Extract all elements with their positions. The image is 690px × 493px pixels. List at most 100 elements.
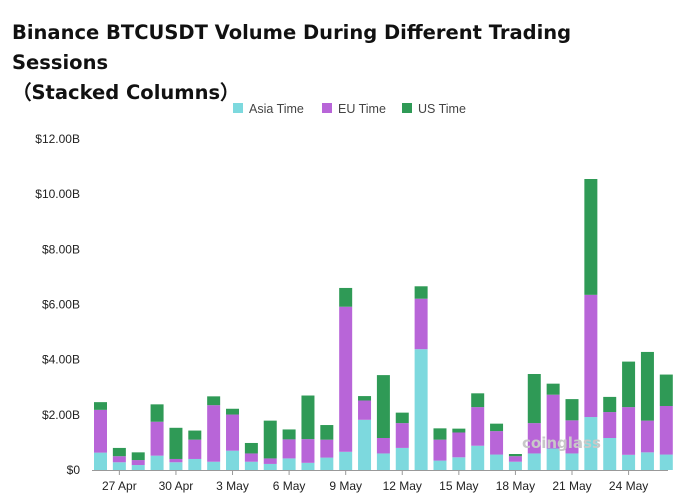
- bar-segment-eu: [508, 456, 522, 462]
- y-tick-label: $4.00B: [42, 353, 80, 367]
- y-tick-label: $12.00B: [35, 132, 80, 146]
- bar-segment-eu: [452, 432, 466, 458]
- x-tick-label: 9 May: [329, 479, 362, 493]
- bar-segment-eu: [527, 423, 541, 454]
- bar-segment-asia: [150, 455, 164, 470]
- bar-segment-eu: [395, 423, 409, 448]
- bar-segment-us: [622, 361, 636, 408]
- bar-segment-us: [508, 454, 522, 457]
- bar-segment-eu: [94, 409, 107, 453]
- bar-segment-asia: [188, 458, 202, 470]
- bar-segment-us: [659, 374, 673, 406]
- bar-segment-asia: [112, 462, 126, 470]
- bar-segment-eu: [603, 412, 617, 438]
- bar-segment-asia: [471, 445, 485, 470]
- bar-segment-eu: [131, 460, 145, 466]
- watermark-text: coinglass: [522, 434, 601, 452]
- bar-segment-asia: [433, 460, 447, 470]
- x-tick-label: 15 May: [439, 479, 478, 493]
- bar-segment-asia: [320, 457, 334, 470]
- bar-segment-us: [188, 430, 202, 440]
- bar-segment-eu: [226, 414, 240, 451]
- legend: Asia Time EU Time US Time: [233, 102, 466, 116]
- bar-segment-us: [263, 420, 277, 459]
- bar-segment-us: [452, 428, 466, 433]
- bar-segment-us: [150, 404, 164, 422]
- bar-segment-us: [471, 393, 485, 408]
- bar-segment-asia: [584, 417, 598, 470]
- bar-segment-eu: [659, 406, 673, 455]
- x-tick-label: 3 May: [216, 479, 249, 493]
- bar-segment-eu: [471, 407, 485, 446]
- bar-segment-us: [414, 286, 428, 299]
- bar-segment-us: [244, 442, 258, 454]
- bar-segment-us: [565, 399, 579, 421]
- bar-segment-eu: [376, 438, 390, 454]
- bar-segment-eu: [433, 439, 447, 461]
- bar-segment-eu: [339, 306, 353, 452]
- bar-segment-asia: [94, 452, 107, 470]
- bar-segment-asia: [282, 458, 296, 470]
- x-tick-label: 6 May: [273, 479, 306, 493]
- bar-segment-us: [94, 402, 107, 410]
- legend-label-us: US Time: [418, 102, 466, 116]
- bar-segment-us: [395, 412, 409, 424]
- bar-segment-asia: [490, 454, 504, 470]
- x-tick-label: 18 May: [496, 479, 535, 493]
- bar-segment-us: [131, 452, 145, 461]
- bar-segment-asia: [376, 453, 390, 470]
- bar-segment-us: [301, 395, 315, 440]
- y-tick-label: $0: [67, 463, 81, 477]
- x-tick-label: 21 May: [552, 479, 591, 493]
- bar-segment-asia: [414, 349, 428, 470]
- bar-segment-us: [320, 425, 334, 440]
- y-axis: $0 $2.00B $4.00B $6.00B $8.00B $10.00B $12.00B: [35, 132, 80, 477]
- bar-segment-us: [226, 408, 240, 415]
- bar-segment-eu: [320, 439, 334, 458]
- bar-segment-us: [282, 429, 296, 440]
- bar-segment-eu: [112, 456, 126, 463]
- bar-segment-asia: [565, 453, 579, 470]
- bar-segment-us: [433, 428, 447, 440]
- bar-segment-us: [339, 287, 353, 307]
- bar-segment-us: [376, 375, 390, 438]
- bar-segment-eu: [546, 394, 560, 449]
- bars: [94, 179, 673, 470]
- bar-segment-asia: [603, 438, 617, 470]
- bar-segment-us: [546, 383, 560, 395]
- y-tick-label: $2.00B: [42, 408, 80, 422]
- bar-segment-asia: [263, 463, 277, 470]
- x-tick-label: 30 Apr: [159, 479, 194, 493]
- bar-segment-eu: [150, 421, 164, 456]
- bar-segment-eu: [169, 458, 183, 463]
- bar-segment-eu: [301, 439, 315, 463]
- bar-segment-asia: [659, 454, 673, 470]
- bar-segment-asia: [207, 461, 221, 470]
- bar-segment-asia: [226, 450, 240, 470]
- legend-label-eu: EU Time: [338, 102, 386, 116]
- legend-swatch-asia: [233, 103, 243, 113]
- bar-segment-asia: [508, 461, 522, 470]
- bar-segment-eu: [565, 420, 579, 454]
- x-tick-label: 12 May: [383, 479, 422, 493]
- bar-segment-eu: [282, 439, 296, 459]
- bar-segment-asia: [301, 462, 315, 470]
- x-tick-label: 27 Apr: [102, 479, 137, 493]
- x-axis: 27 Apr 30 Apr 3 May 6 May 9 May 12 May 15 May 1…: [92, 470, 668, 493]
- bar-segment-eu: [414, 298, 428, 350]
- bar-segment-eu: [584, 294, 598, 418]
- bar-segment-asia: [622, 454, 636, 470]
- legend-swatch-eu: [322, 103, 332, 113]
- bar-segment-us: [169, 427, 183, 459]
- y-tick-label: $8.00B: [42, 242, 80, 256]
- bar-segment-asia: [452, 457, 466, 470]
- bar-segment-eu: [263, 458, 277, 464]
- bar-segment-asia: [131, 465, 145, 470]
- x-tick-label: 24 May: [609, 479, 648, 493]
- legend-swatch-us: [402, 103, 412, 113]
- bar-segment-eu: [244, 453, 258, 462]
- bar-segment-us: [358, 396, 372, 401]
- bar-segment-us: [490, 423, 504, 432]
- bar-segment-eu: [640, 420, 654, 453]
